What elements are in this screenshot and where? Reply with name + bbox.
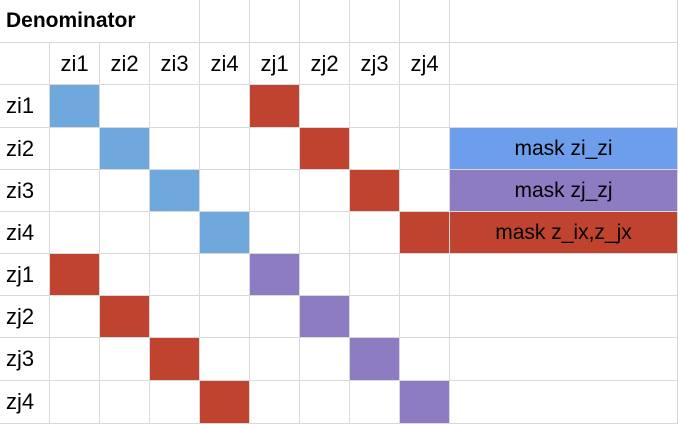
mask-cell-zj_zj <box>400 381 450 424</box>
row-header: zj2 <box>0 296 50 338</box>
empty-cell <box>200 170 250 212</box>
empty-cell <box>300 381 350 424</box>
empty-cell <box>150 212 200 254</box>
empty-cell <box>50 212 100 254</box>
column-header: zi4 <box>200 43 250 85</box>
empty-cell <box>300 170 350 212</box>
mask-cell-cross <box>50 254 100 296</box>
mask-cell-zi_zi <box>100 128 150 170</box>
empty-cell <box>350 0 400 43</box>
empty-cell <box>250 381 300 424</box>
column-header: zj4 <box>400 43 450 85</box>
legend-mask-0: mask zi_zi <box>450 128 678 170</box>
empty-cell <box>250 338 300 381</box>
row-header: zi4 <box>0 212 50 254</box>
empty-cell <box>400 296 450 338</box>
empty-cell <box>450 85 678 128</box>
empty-cell <box>300 85 350 128</box>
empty-cell <box>400 170 450 212</box>
empty-cell <box>100 85 150 128</box>
empty-cell <box>350 296 400 338</box>
empty-cell <box>300 338 350 381</box>
empty-cell <box>350 212 400 254</box>
column-header: zi1 <box>50 43 100 85</box>
empty-cell <box>300 0 350 43</box>
empty-cell <box>350 254 400 296</box>
empty-cell <box>200 85 250 128</box>
empty-cell <box>100 338 150 381</box>
empty-cell <box>250 0 300 43</box>
empty-cell <box>150 254 200 296</box>
row-header: zj3 <box>0 338 50 381</box>
empty-cell <box>50 296 100 338</box>
column-header: zi2 <box>100 43 150 85</box>
empty-cell <box>250 128 300 170</box>
column-header: zi3 <box>150 43 200 85</box>
row-header: zj4 <box>0 381 50 424</box>
empty-cell <box>350 85 400 128</box>
mask-cell-cross <box>150 338 200 381</box>
empty-cell <box>250 212 300 254</box>
empty-cell <box>450 0 678 43</box>
empty-cell <box>50 170 100 212</box>
mask-cell-zj_zj <box>300 296 350 338</box>
empty-cell <box>400 254 450 296</box>
empty-cell <box>150 85 200 128</box>
empty-cell <box>50 338 100 381</box>
empty-cell <box>200 254 250 296</box>
empty-cell <box>400 338 450 381</box>
mask-cell-zj_zj <box>250 254 300 296</box>
row-header: zj1 <box>0 254 50 296</box>
empty-cell <box>50 128 100 170</box>
empty-cell <box>450 254 678 296</box>
empty-cell <box>150 381 200 424</box>
empty-cell <box>300 212 350 254</box>
empty-cell <box>450 338 678 381</box>
mask-cell-zi_zi <box>200 212 250 254</box>
empty-cell <box>450 381 678 424</box>
column-header: zj1 <box>250 43 300 85</box>
empty-cell <box>100 170 150 212</box>
mask-cell-zj_zj <box>350 338 400 381</box>
mask-cell-cross <box>400 212 450 254</box>
mask-cell-cross <box>100 296 150 338</box>
mask-cell-cross <box>250 85 300 128</box>
column-header: zj2 <box>300 43 350 85</box>
empty-cell <box>50 381 100 424</box>
empty-cell <box>400 128 450 170</box>
row-header: zi2 <box>0 128 50 170</box>
grid-title: Denominator <box>0 0 200 43</box>
empty-cell <box>300 254 350 296</box>
empty-cell <box>250 296 300 338</box>
mask-cell-cross <box>200 381 250 424</box>
empty-cell <box>400 85 450 128</box>
empty-cell <box>100 254 150 296</box>
empty-cell <box>400 0 450 43</box>
empty-cell <box>100 212 150 254</box>
empty-cell <box>150 128 200 170</box>
empty-cell <box>200 338 250 381</box>
empty-cell <box>150 296 200 338</box>
mask-cell-cross <box>300 128 350 170</box>
empty-cell <box>200 296 250 338</box>
empty-cell <box>200 0 250 43</box>
empty-cell <box>200 128 250 170</box>
empty-cell <box>450 296 678 338</box>
mask-cell-cross <box>350 170 400 212</box>
empty-cell <box>0 43 50 85</box>
row-header: zi1 <box>0 85 50 128</box>
empty-cell <box>250 170 300 212</box>
legend-mask-2: mask z_ix,z_jx <box>450 212 678 254</box>
empty-cell <box>350 128 400 170</box>
row-header: zi3 <box>0 170 50 212</box>
mask-cell-zi_zi <box>50 85 100 128</box>
column-header: zj3 <box>350 43 400 85</box>
legend-mask-1: mask zj_zj <box>450 170 678 212</box>
empty-cell <box>100 381 150 424</box>
empty-cell <box>450 43 678 85</box>
empty-cell <box>350 381 400 424</box>
mask-cell-zi_zi <box>150 170 200 212</box>
